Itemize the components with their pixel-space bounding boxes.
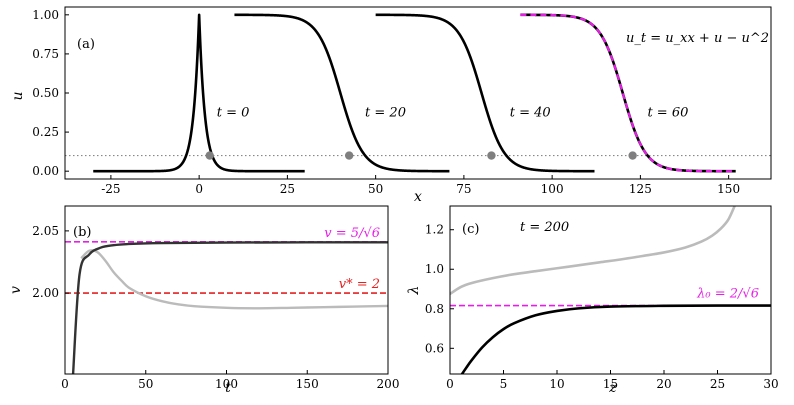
panel-c-xtick-label: 30 <box>763 377 778 391</box>
panel-a-ticks: -25 0 25 50 75 100 125 150 0.00 0.25 0.50 0.75 1.00 <box>32 8 740 196</box>
panel-a-equation: u_t = u_xx + u − u^2 <box>626 31 769 46</box>
panel-b-reference-label: v* = 2 <box>339 277 380 292</box>
panel-a-label: (a) <box>77 37 95 52</box>
panel-a-time-label: t = 40 <box>510 105 551 120</box>
panel-a-xtick-label: 100 <box>541 182 564 196</box>
panel-a-xtick-label: 75 <box>456 182 471 196</box>
panel-b-ytick-label: 2.05 <box>32 224 59 238</box>
panel-a-time-label: t = 20 <box>365 105 406 120</box>
panel-c-ticks: 0 5 10 15 20 25 30 0.6 0.8 1.0 1.2 <box>425 223 779 391</box>
panel-c: λ₀ = 2/√6 0 5 10 15 20 25 30 0.6 0.8 1.0 1.2 (c) t… <box>406 205 779 396</box>
panel-c-series-line <box>450 206 736 296</box>
panel-a-profile-line <box>233 13 451 173</box>
panel-b-series-line <box>71 241 388 374</box>
panel-b-xtick-label: 150 <box>296 377 319 391</box>
panel-b-xtick-label: 0 <box>61 377 69 391</box>
panel-c-xtick-label: 0 <box>446 377 454 391</box>
panel-c-xtick-label: 25 <box>710 377 725 391</box>
panel-b-ticks: 0 50 100 150 200 2.00 2.05 <box>32 224 399 391</box>
panel-a-xtick-label: -25 <box>101 182 120 196</box>
panel-c-xlabel: z <box>608 380 617 396</box>
panel-a-xtick-label: 150 <box>717 182 740 196</box>
panel-a-ytick-label: 1.00 <box>32 8 59 22</box>
panel-a-threshold-marker <box>487 151 496 160</box>
panel-b-xlabel: t <box>225 380 231 396</box>
panel-a-plot-area: t = 0 t = 20 t = 40 t = 60 <box>65 13 771 173</box>
panel-b-label: (b) <box>73 225 91 240</box>
panel-c-annotation: t = 200 <box>520 220 569 235</box>
panel-b-series-line <box>80 249 388 310</box>
panel-a-time-label: t = 0 <box>217 105 250 120</box>
panel-c-reference-label: λ₀ = 2/√6 <box>696 287 759 302</box>
panel-a: t = 0 t = 20 t = 40 t = 60 -25 0 25 50 75 100 125… <box>10 6 772 205</box>
panel-a-ytick-label: 0.75 <box>32 47 59 61</box>
panel-c-ytick-label: 0.6 <box>425 341 444 355</box>
panel-b-xtick-label: 50 <box>138 377 153 391</box>
panel-a-ytick-label: 0.50 <box>32 86 59 100</box>
panel-c-xtick-label: 20 <box>656 377 671 391</box>
panel-b-plot-area: v = 5/√6 v* = 2 <box>65 226 388 374</box>
panel-a-xtick-label: 50 <box>368 182 383 196</box>
panel-c-plot-area: λ₀ = 2/√6 <box>450 206 771 374</box>
panel-c-series-line <box>460 304 771 374</box>
panel-c-xtick-label: 5 <box>500 377 508 391</box>
panel-b-xtick-label: 200 <box>377 377 400 391</box>
panel-a-threshold-marker <box>344 151 354 160</box>
panel-c-label: (c) <box>462 222 479 237</box>
panel-a-threshold-marker <box>628 151 637 160</box>
panel-b-reference-label: v = 5/√6 <box>324 226 380 241</box>
panel-a-overlay-dashed-line <box>520 13 736 173</box>
panel-a-profile-line <box>374 13 596 173</box>
panel-b-ytick-label: 2.00 <box>32 286 59 300</box>
panel-b-xtick-label: 100 <box>215 377 238 391</box>
panel-c-xtick-label: 10 <box>549 377 564 391</box>
panel-c-ytick-label: 1.2 <box>425 223 444 237</box>
panel-b-ylabel: v <box>8 286 24 294</box>
panel-a-xtick-label: 0 <box>195 182 203 196</box>
panel-c-ytick-label: 0.8 <box>425 302 444 316</box>
panel-a-ytick-label: 0.25 <box>32 125 59 139</box>
panel-c-xtick-label: 15 <box>603 377 618 391</box>
panel-a-xtick-label: 125 <box>629 182 652 196</box>
panel-a-xtick-label: 25 <box>280 182 295 196</box>
panel-a-time-label: t = 60 <box>647 105 688 120</box>
panel-a-threshold-marker <box>205 151 214 160</box>
panel-a-ytick-label: 0.00 <box>32 164 59 178</box>
panel-a-xlabel: x <box>414 189 422 205</box>
panel-c-ylabel: λ <box>406 286 422 296</box>
panel-a-profile-line <box>92 13 306 173</box>
panel-c-ytick-label: 1.0 <box>425 262 444 276</box>
panel-a-ylabel: u <box>10 91 26 100</box>
